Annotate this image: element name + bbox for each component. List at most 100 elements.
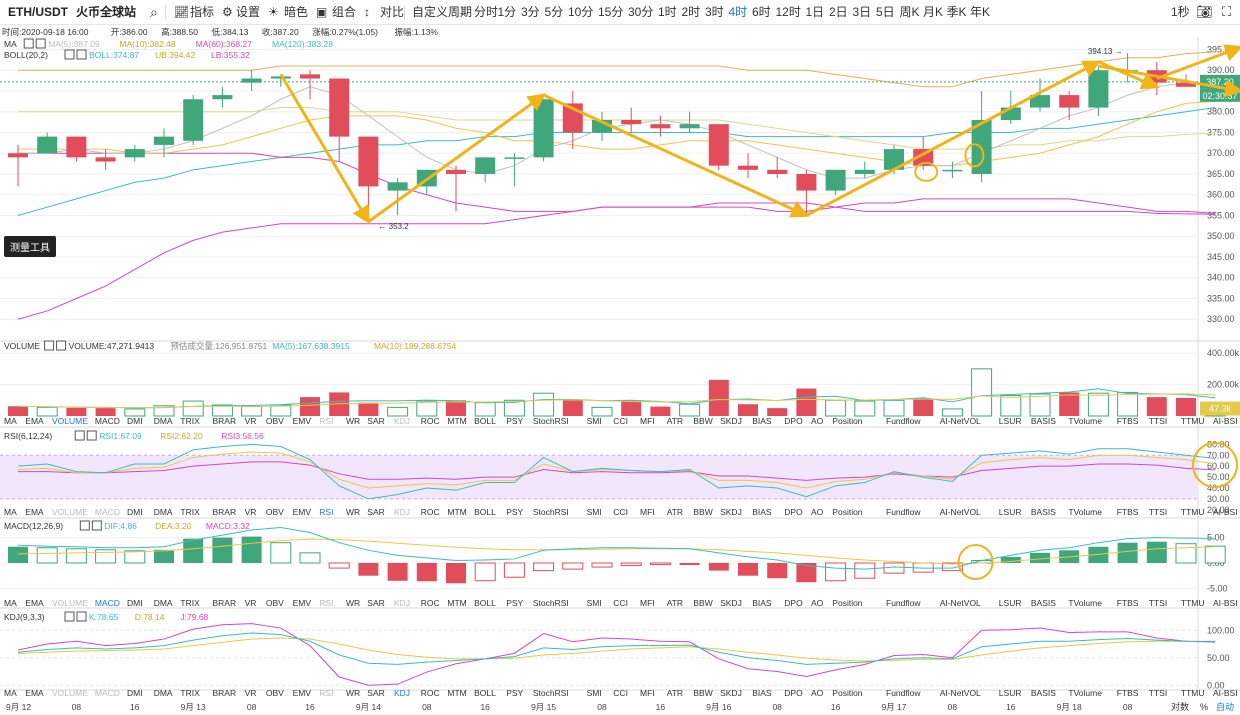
indicator-tab-ai-bsi[interactable]: AI-BSI: [1213, 416, 1238, 426]
trend-arrow-5[interactable]: [1097, 60, 1160, 90]
period-5[interactable]: 15分: [598, 5, 624, 19]
macd-hist-bar[interactable]: [738, 563, 758, 576]
indicator-tab-dmi[interactable]: DMI: [127, 416, 143, 426]
indicator-tab-macd[interactable]: MACD: [95, 598, 120, 608]
indicator-tab-mfi[interactable]: MFI: [640, 688, 655, 698]
candle-body[interactable]: [767, 169, 788, 174]
combo-button[interactable]: 组合: [332, 5, 357, 19]
trend-arrow-6[interactable]: [1156, 44, 1240, 80]
indicator-tab-wr[interactable]: WR: [346, 507, 360, 517]
indicator-tab-tvolume[interactable]: TVolume: [1068, 598, 1102, 608]
candle-body[interactable]: [37, 136, 58, 154]
indicator-tab-bias[interactable]: BIAS: [752, 688, 772, 698]
trend-arrow-2[interactable]: [367, 93, 547, 223]
macd-hist-bar[interactable]: [533, 562, 555, 572]
indicator-tab-atr[interactable]: ATR: [667, 598, 683, 608]
indicator-tab-smi[interactable]: SMI: [587, 416, 602, 426]
indicator-tab-tvolume[interactable]: TVolume: [1068, 688, 1102, 698]
candle-body[interactable]: [358, 136, 379, 187]
indicator-tab-rsi[interactable]: RSI: [319, 598, 333, 608]
indicator-tab-ma[interactable]: MA: [4, 598, 17, 608]
volume-bar[interactable]: [1000, 395, 1022, 417]
indicator-tab-mfi[interactable]: MFI: [640, 598, 655, 608]
candle-body[interactable]: [854, 169, 875, 174]
indicator-tab-volume[interactable]: VOLUME: [52, 507, 88, 517]
volume-bar[interactable]: [124, 408, 146, 417]
indicator-tab-basis[interactable]: BASIS: [1031, 688, 1056, 698]
candle-body[interactable]: [446, 169, 466, 174]
candle-body[interactable]: [1176, 82, 1196, 87]
indicator-tab-emv[interactable]: EMV: [293, 598, 312, 608]
macd-hist-bar[interactable]: [270, 542, 292, 564]
candle-body[interactable]: [154, 136, 174, 145]
indicator-button[interactable]: 指标: [190, 5, 215, 19]
volume-bar[interactable]: [650, 406, 671, 416]
volume-bar[interactable]: [387, 406, 409, 417]
indicator-icon[interactable]: 📈︎: [174, 5, 190, 19]
volume-bar[interactable]: [36, 406, 58, 417]
indicator-tab-mtm[interactable]: MTM: [447, 688, 466, 698]
indicator-tab-bias[interactable]: BIAS: [752, 598, 772, 608]
indicator-tab-ao[interactable]: AO: [811, 416, 824, 426]
candle-body[interactable]: [533, 99, 554, 158]
candle-body[interactable]: [621, 120, 642, 125]
period-14[interactable]: 2日: [829, 5, 848, 19]
indicator-tab-mtm[interactable]: MTM: [447, 507, 466, 517]
indicator-tab-atr[interactable]: ATR: [667, 507, 683, 517]
indicator-tab-mtm[interactable]: MTM: [447, 598, 466, 608]
macd-hist-bar[interactable]: [1117, 542, 1138, 563]
percent-scale-toggle[interactable]: %: [1200, 702, 1208, 712]
indicator-tab-ai-netvol[interactable]: AI-NetVOL: [940, 688, 981, 698]
trend-arrow-4[interactable]: [805, 60, 1102, 217]
volume-bar[interactable]: [591, 406, 613, 417]
volume-bar[interactable]: [825, 399, 847, 417]
refresh-rate-label[interactable]: 1秒: [1171, 5, 1190, 19]
macd-hist-bar[interactable]: [1175, 543, 1197, 564]
trend-arrow-1[interactable]: [279, 73, 370, 225]
volume-bar[interactable]: [211, 404, 233, 417]
macd-hist-bar[interactable]: [8, 546, 28, 563]
macd-hist-bar[interactable]: [124, 550, 146, 564]
candle-body[interactable]: [183, 99, 204, 141]
indicator-tab-emv[interactable]: EMV: [293, 688, 312, 698]
indicator-tab-trix[interactable]: TRIX: [180, 598, 200, 608]
candle-body[interactable]: [66, 136, 87, 158]
indicator-tab-fundflow[interactable]: Fundflow: [886, 598, 921, 608]
candle-body[interactable]: [825, 169, 846, 191]
indicator-tab-sar[interactable]: SAR: [367, 598, 384, 608]
indicator-tab-stochrsi[interactable]: StochRSI: [533, 416, 569, 426]
indicator-tab-boll[interactable]: BOLL: [474, 507, 496, 517]
volume-bar[interactable]: [8, 406, 28, 416]
indicator-tab-cci[interactable]: CCI: [613, 507, 628, 517]
indicator-tab-volume[interactable]: VOLUME: [52, 688, 88, 698]
indicator-tab-mtm[interactable]: MTM: [447, 416, 466, 426]
volume-bar[interactable]: [416, 400, 438, 417]
indicator-tab-ai-bsi[interactable]: AI-BSI: [1213, 598, 1238, 608]
macd-hist-bar[interactable]: [679, 563, 700, 566]
indicator-tab-stochrsi[interactable]: StochRSI: [533, 688, 569, 698]
indicator-tab-stochrsi[interactable]: StochRSI: [533, 507, 569, 517]
period-3[interactable]: 5分: [544, 5, 564, 19]
indicator-tab-emv[interactable]: EMV: [293, 416, 312, 426]
indicator-tab-smi[interactable]: SMI: [587, 598, 602, 608]
volume-bar[interactable]: [738, 404, 758, 416]
indicator-tab-emv[interactable]: EMV: [293, 507, 312, 517]
camera-icon[interactable]: 📷︎: [1196, 4, 1213, 19]
indicator-tab-ai-netvol[interactable]: AI-NetVOL: [940, 416, 981, 426]
indicator-tab-skdj[interactable]: SKDJ: [720, 688, 742, 698]
indicator-tab-ttmu[interactable]: TTMU: [1181, 598, 1205, 608]
candle-body[interactable]: [884, 149, 904, 170]
indicator-tab-skdj[interactable]: SKDJ: [720, 416, 742, 426]
period-0[interactable]: 分时: [474, 5, 499, 19]
macd-hist-bar[interactable]: [1088, 546, 1109, 563]
indicator-tab-vr[interactable]: VR: [245, 688, 257, 698]
macd-hist-bar[interactable]: [212, 537, 233, 563]
volume-bar[interactable]: [503, 399, 525, 417]
volume-bar[interactable]: [767, 408, 788, 416]
indicator-tab-macd[interactable]: MACD: [95, 507, 120, 517]
indicator-tab-ema[interactable]: EMA: [25, 507, 44, 517]
candle-body[interactable]: [708, 124, 729, 166]
indicator-tab-volume[interactable]: VOLUME: [52, 416, 88, 426]
indicator-tab-bias[interactable]: BIAS: [752, 416, 772, 426]
indicator-tab-ftbs[interactable]: FTBS: [1117, 688, 1139, 698]
